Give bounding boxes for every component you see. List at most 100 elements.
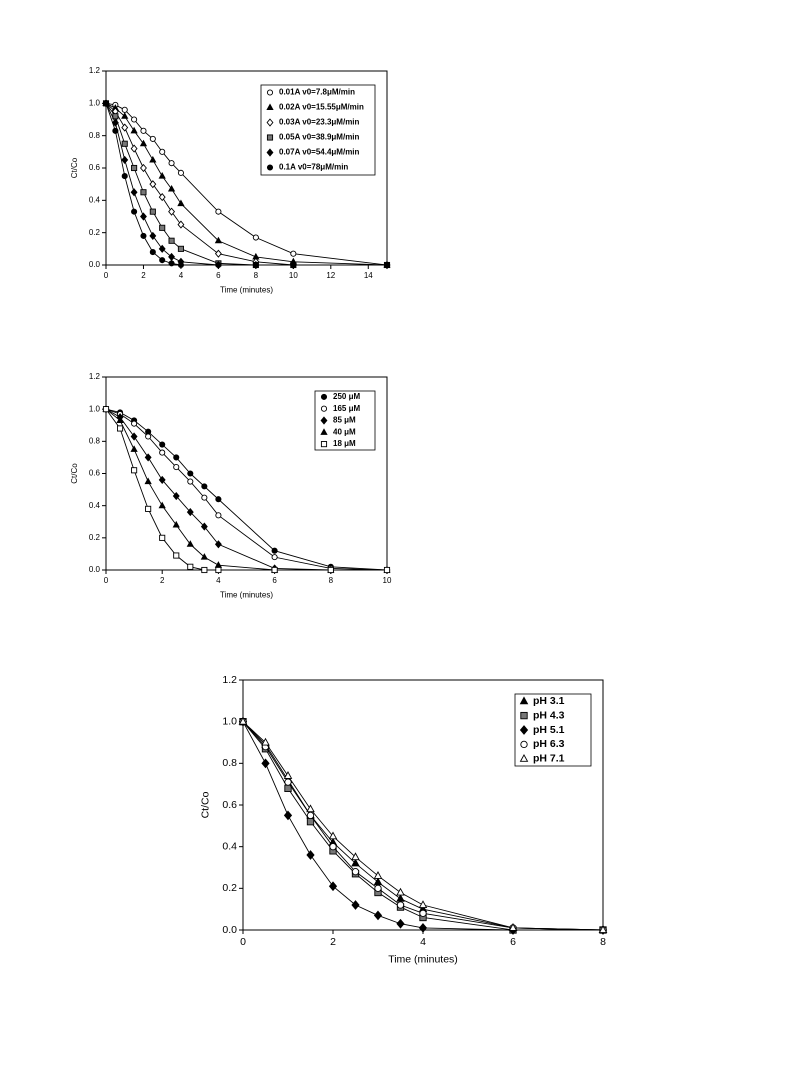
data-point	[396, 893, 405, 902]
x-tick-label: 2	[330, 936, 336, 948]
data-point	[306, 818, 315, 826]
y-tick-label: 0.2	[222, 882, 237, 894]
y-tick-label: 0.0	[222, 924, 237, 936]
data-point	[116, 416, 124, 423]
data-point	[187, 563, 194, 570]
y-tick-label: 0.8	[89, 436, 101, 445]
data-point	[168, 207, 176, 216]
data-point	[186, 508, 194, 517]
legend-box	[260, 84, 376, 176]
data-point	[214, 561, 223, 568]
data-point	[186, 540, 194, 547]
legend-marker	[320, 416, 328, 425]
data-point	[168, 252, 176, 261]
x-tick-label: 10	[383, 576, 392, 585]
y-tick-label: 1.2	[89, 372, 101, 381]
legend-marker	[266, 118, 274, 127]
legend-marker	[320, 441, 328, 448]
legend-marker	[519, 754, 529, 762]
data-point	[140, 232, 147, 239]
legend-label: 250 μM	[333, 392, 360, 401]
data-point	[283, 771, 293, 779]
data-point	[351, 858, 360, 867]
data-point	[158, 501, 166, 509]
data-point	[215, 208, 222, 215]
data-point	[158, 172, 166, 179]
y-axis-label: Ct/Co	[200, 791, 212, 818]
legend-marker	[266, 164, 274, 171]
data-point	[214, 236, 223, 244]
legend-label: pH 4.3	[533, 709, 565, 721]
data-point	[130, 445, 138, 452]
y-tick-label: 0.8	[222, 757, 237, 769]
data-point	[290, 261, 297, 269]
data-point	[201, 483, 208, 490]
y-tick-label: 0.4	[222, 840, 237, 852]
data-point	[144, 477, 152, 485]
data-point	[419, 909, 427, 917]
x-axis-label: Time (minutes)	[388, 954, 458, 966]
x-tick-label: 4	[216, 576, 221, 585]
data-point	[215, 512, 222, 519]
data-point	[373, 871, 383, 879]
data-point	[284, 778, 292, 786]
legend-marker	[320, 405, 328, 412]
data-point	[121, 112, 129, 119]
data-point	[201, 566, 208, 574]
data-point	[200, 553, 208, 560]
data-point	[159, 224, 166, 231]
data-point	[383, 261, 391, 269]
data-point	[149, 249, 156, 256]
data-point	[149, 180, 157, 189]
x-tick-label: 8	[254, 271, 259, 280]
data-point	[238, 716, 248, 725]
data-point	[131, 164, 138, 172]
data-point	[200, 522, 208, 531]
data-point	[130, 432, 138, 441]
data-point	[508, 923, 518, 931]
data-point	[327, 566, 334, 574]
data-point	[112, 127, 119, 134]
x-tick-label: 4	[420, 936, 426, 948]
legend-marker	[520, 740, 528, 749]
x-tick-label: 10	[289, 271, 298, 280]
data-point	[131, 208, 138, 215]
data-point	[149, 155, 157, 163]
legend-marker	[266, 89, 274, 96]
data-point	[283, 810, 293, 821]
y-tick-label: 0.6	[89, 469, 101, 478]
data-point	[271, 554, 278, 561]
data-point	[168, 260, 175, 267]
x-tick-label: 0	[104, 271, 109, 280]
data-point	[351, 868, 360, 876]
data-point	[149, 231, 157, 240]
data-point	[374, 884, 382, 892]
data-point	[144, 453, 152, 462]
data-point	[149, 135, 156, 142]
data-point	[173, 552, 180, 559]
data-point	[290, 250, 297, 257]
legend-marker	[320, 428, 328, 435]
data-point	[159, 257, 166, 264]
legend-label: pH 6.3	[533, 738, 565, 750]
y-tick-label: 0.2	[89, 533, 101, 542]
data-point	[131, 467, 138, 474]
data-point	[158, 475, 166, 485]
data-point	[373, 877, 383, 886]
data-point	[396, 887, 405, 896]
legend-label: 0.1A v0=78μM/min	[279, 163, 348, 172]
x-tick-label: 6	[216, 271, 221, 280]
legend-label: 0.07A v0=54.4μM/min	[279, 148, 360, 157]
data-point	[418, 923, 428, 933]
y-tick-label: 0.8	[89, 131, 101, 140]
y-tick-label: 0.6	[222, 799, 237, 811]
data-point	[252, 261, 259, 269]
legend-label: 85 μM	[333, 416, 356, 425]
data-point	[187, 470, 194, 477]
y-tick-label: 1.2	[89, 66, 101, 75]
data-point	[159, 534, 166, 541]
data-point	[102, 100, 110, 107]
data-point	[111, 118, 119, 127]
x-tick-label: 0	[240, 936, 246, 948]
data-point	[214, 249, 222, 258]
